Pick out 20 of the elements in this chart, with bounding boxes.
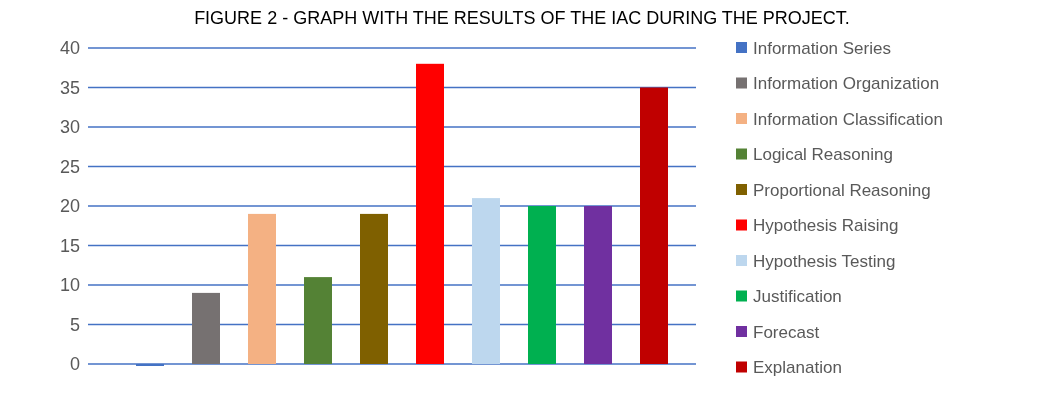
y-tick-label: 5 xyxy=(69,314,80,335)
y-tick-label: 10 xyxy=(59,275,80,296)
legend-label: Logical Reasoning xyxy=(753,145,893,165)
legend-label: Information Series xyxy=(753,38,891,58)
legend-label: Information Classification xyxy=(753,109,943,129)
y-tick-label: 35 xyxy=(59,77,80,98)
legend-label: Information Organization xyxy=(753,74,940,94)
chart-title: FIGURE 2 - GRAPH WITH THE RESULTS OF THE IAC DURING THE PROJECT. xyxy=(194,8,850,28)
y-tick-label: 40 xyxy=(59,38,80,59)
y-tick-label: 20 xyxy=(59,196,80,217)
y-tick-label: 25 xyxy=(59,156,80,177)
legend-label: Hypothesis Raising xyxy=(753,216,899,236)
legend-label: Forecast xyxy=(753,322,820,342)
y-tick-label: 0 xyxy=(69,354,80,375)
legend-label: Justification xyxy=(753,287,842,307)
y-tick-label: 15 xyxy=(59,235,80,256)
y-tick-label: 30 xyxy=(59,117,80,138)
legend-label: Proportional Reasoning xyxy=(753,180,931,200)
legend-label: Hypothesis Testing xyxy=(753,251,896,271)
legend-label: Explanation xyxy=(753,358,842,378)
